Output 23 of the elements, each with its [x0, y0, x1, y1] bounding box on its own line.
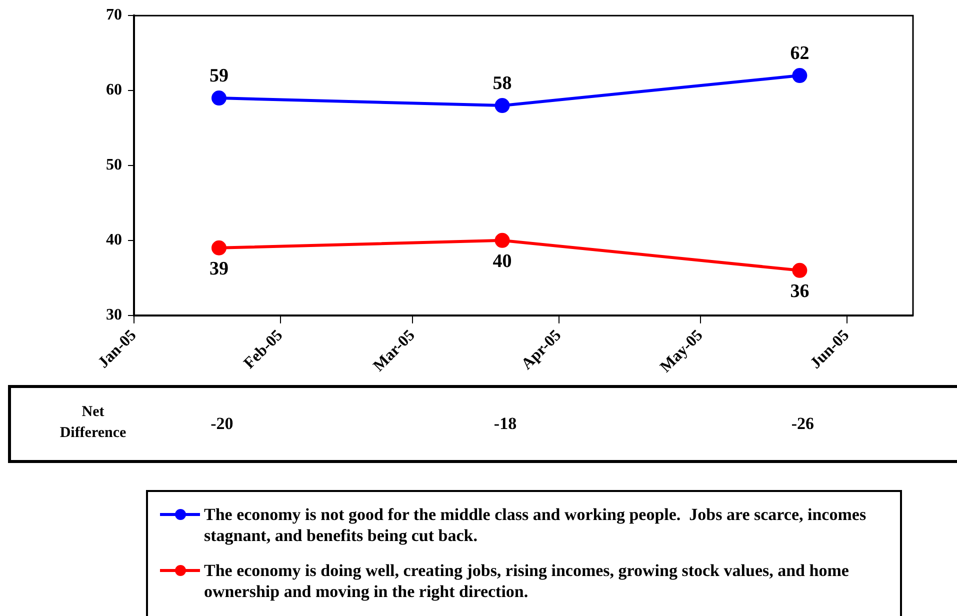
point — [211, 240, 226, 256]
data-label: 62 — [790, 42, 810, 64]
point — [792, 262, 808, 278]
text: -26 — [791, 414, 814, 434]
data-label: 59 — [209, 65, 228, 86]
legend-label: The economy is doing well, creating jobs, rising incomes, growing stock values, and home ownership and moving in the right direction. — [204, 560, 850, 602]
data-label: 58 — [492, 72, 512, 94]
point — [792, 68, 808, 84]
y-tick-label: 70 — [106, 6, 122, 24]
data-label: 40 — [492, 250, 512, 272]
text: -18 — [494, 414, 517, 434]
point — [494, 98, 510, 114]
point — [494, 232, 510, 248]
legend-label: The economy is not good for the middle class and working people. Jobs are scarce, incomes stagnant, and benefits being cut back. — [204, 504, 868, 546]
point — [211, 90, 226, 106]
data-label: 39 — [209, 258, 228, 280]
y-tick-label: 40 — [106, 232, 122, 249]
y-tick-label: 50 — [106, 156, 122, 174]
y-tick-label: 60 — [106, 82, 122, 99]
text: -20 — [210, 414, 234, 434]
text: Net Difference — [58, 403, 128, 443]
y-tick-label: 30 — [106, 306, 122, 324]
data-label: 36 — [790, 280, 810, 302]
